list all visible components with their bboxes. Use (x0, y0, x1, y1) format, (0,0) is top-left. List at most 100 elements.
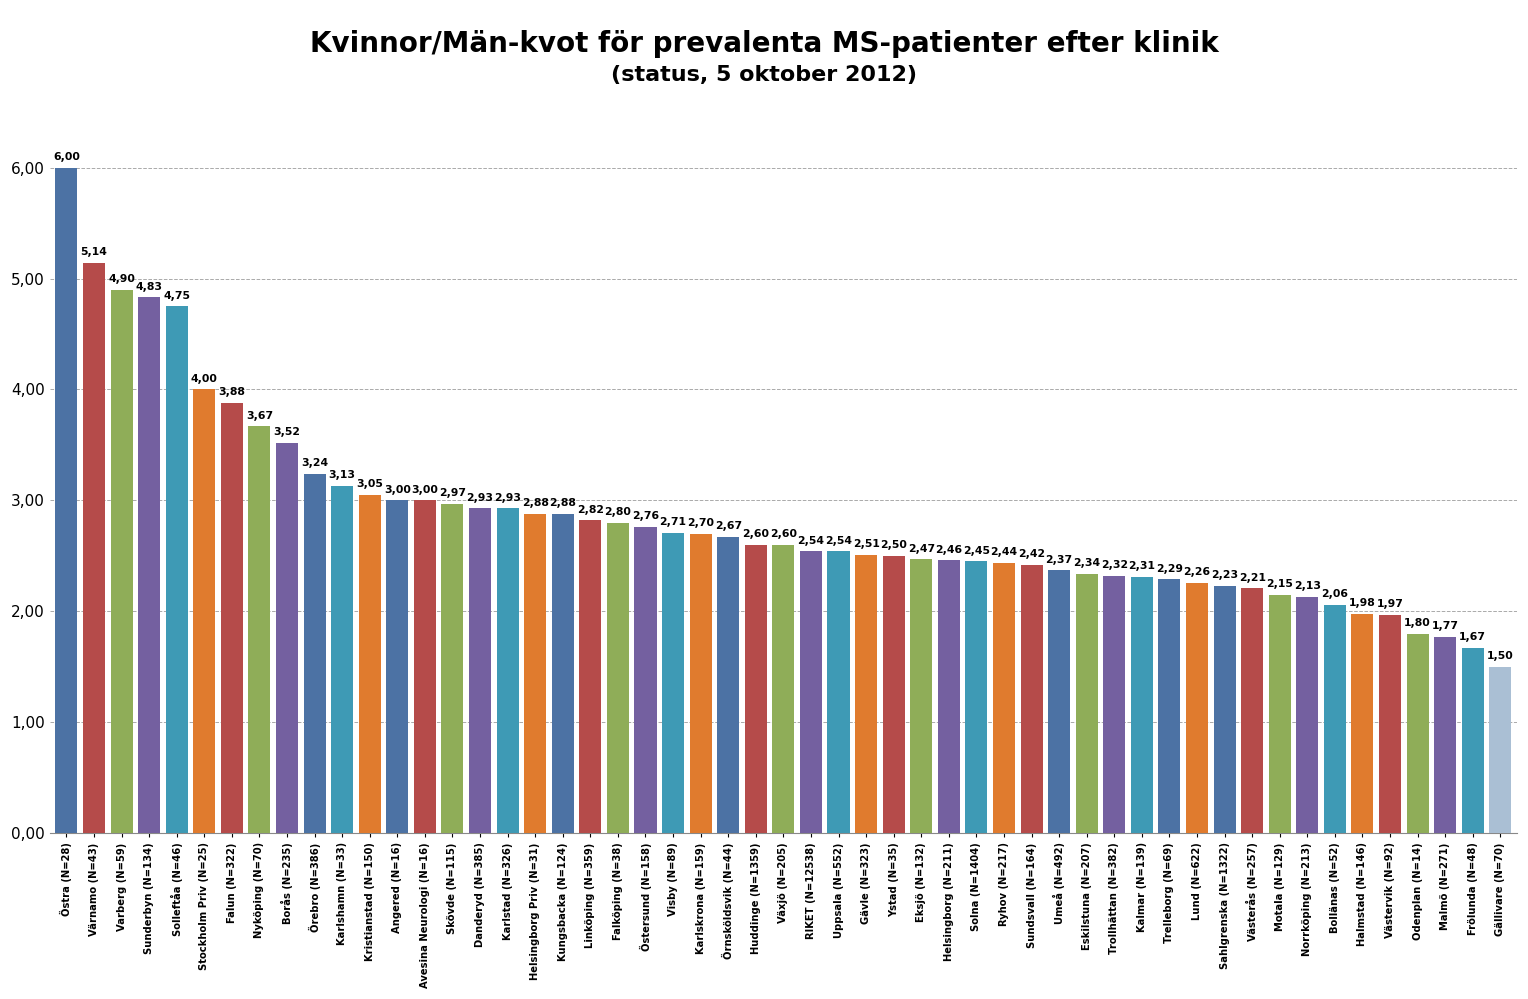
Bar (1378, 614, 1401, 833)
Text: 3,00: 3,00 (411, 485, 439, 495)
Bar (966, 561, 987, 833)
Bar (1213, 585, 1236, 833)
Bar (856, 554, 877, 833)
Text: 2,54: 2,54 (825, 535, 853, 545)
Text: 2,26: 2,26 (1183, 567, 1210, 577)
Text: 3,00: 3,00 (384, 485, 411, 495)
Text: 2,54: 2,54 (798, 535, 825, 545)
Bar (911, 559, 932, 833)
Bar (689, 533, 712, 833)
Bar (83, 263, 105, 833)
Text: 2,60: 2,60 (743, 529, 769, 539)
Text: 1,98: 1,98 (1349, 598, 1375, 608)
Text: 2,80: 2,80 (605, 507, 631, 517)
Bar (1131, 577, 1152, 833)
Bar (55, 168, 78, 833)
Bar (277, 443, 298, 833)
Bar (579, 520, 602, 833)
Text: 3,24: 3,24 (301, 459, 329, 469)
Bar (1490, 666, 1511, 833)
Text: 2,93: 2,93 (466, 493, 494, 502)
Text: 3,52: 3,52 (274, 428, 301, 438)
Bar (414, 500, 435, 833)
Bar (387, 500, 408, 833)
Bar (662, 532, 685, 833)
Bar (1076, 573, 1097, 833)
Bar (222, 403, 243, 833)
Bar (607, 522, 630, 833)
Text: 2,31: 2,31 (1128, 561, 1155, 571)
Bar (1323, 604, 1346, 833)
Bar (110, 290, 133, 833)
Text: 2,32: 2,32 (1100, 560, 1128, 570)
Text: Kvinnor/Män-kvot för prevalenta MS-patienter efter klinik: Kvinnor/Män-kvot för prevalenta MS-patie… (310, 30, 1218, 58)
Text: 3,67: 3,67 (246, 411, 274, 421)
Text: 1,80: 1,80 (1404, 618, 1432, 628)
Text: 2,29: 2,29 (1155, 563, 1183, 573)
Text: 2,97: 2,97 (439, 489, 466, 499)
Text: 4,90: 4,90 (108, 274, 134, 284)
Text: 2,60: 2,60 (770, 529, 798, 539)
Text: 4,83: 4,83 (136, 282, 162, 292)
Text: 2,06: 2,06 (1322, 589, 1348, 599)
Bar (1268, 594, 1291, 833)
Bar (772, 544, 795, 833)
Text: 2,34: 2,34 (1073, 558, 1100, 568)
Text: 2,93: 2,93 (494, 493, 521, 502)
Text: 1,50: 1,50 (1487, 651, 1514, 661)
Bar (552, 513, 575, 833)
Bar (524, 513, 545, 833)
Text: 2,51: 2,51 (853, 539, 880, 549)
Text: 2,88: 2,88 (550, 499, 576, 508)
Text: 2,44: 2,44 (990, 547, 1018, 557)
Text: 2,70: 2,70 (688, 518, 714, 528)
Text: 2,50: 2,50 (880, 540, 908, 550)
Bar (193, 390, 215, 833)
Bar (1186, 582, 1209, 833)
Text: 2,23: 2,23 (1212, 570, 1238, 580)
Bar (442, 503, 463, 833)
Text: 2,46: 2,46 (935, 544, 963, 554)
Text: 1,67: 1,67 (1459, 632, 1487, 642)
Text: 2,37: 2,37 (1045, 554, 1073, 564)
Text: 6,00: 6,00 (53, 152, 79, 162)
Bar (165, 307, 188, 833)
Text: 2,82: 2,82 (578, 504, 604, 514)
Bar (469, 508, 490, 833)
Bar (634, 527, 657, 833)
Text: 2,76: 2,76 (633, 511, 659, 521)
Text: 2,67: 2,67 (715, 521, 741, 531)
Text: 4,75: 4,75 (163, 291, 189, 301)
Bar (1021, 564, 1042, 833)
Text: 2,42: 2,42 (1018, 549, 1045, 559)
Text: 2,88: 2,88 (521, 499, 549, 508)
Text: 3,13: 3,13 (329, 471, 356, 481)
Text: 2,13: 2,13 (1294, 581, 1320, 591)
Bar (1407, 633, 1429, 833)
Bar (1296, 597, 1319, 833)
Text: 5,14: 5,14 (81, 248, 107, 258)
Bar (1435, 637, 1456, 833)
Text: 3,88: 3,88 (219, 388, 246, 398)
Bar (744, 544, 767, 833)
Bar (1241, 588, 1264, 833)
Bar (359, 495, 380, 833)
Bar (993, 562, 1015, 833)
Text: 1,97: 1,97 (1377, 599, 1403, 609)
Text: 4,00: 4,00 (191, 374, 217, 384)
Text: 2,15: 2,15 (1267, 579, 1293, 589)
Text: 2,45: 2,45 (963, 545, 990, 555)
Text: 3,05: 3,05 (356, 480, 384, 490)
Text: (status, 5 oktober 2012): (status, 5 oktober 2012) (611, 65, 917, 85)
Bar (1351, 613, 1374, 833)
Bar (1048, 570, 1070, 833)
Bar (1103, 575, 1125, 833)
Bar (304, 474, 325, 833)
Bar (1158, 579, 1181, 833)
Bar (332, 486, 353, 833)
Text: 2,71: 2,71 (660, 517, 686, 527)
Bar (497, 508, 518, 833)
Bar (717, 537, 740, 833)
Text: 2,21: 2,21 (1239, 572, 1265, 582)
Bar (938, 560, 960, 833)
